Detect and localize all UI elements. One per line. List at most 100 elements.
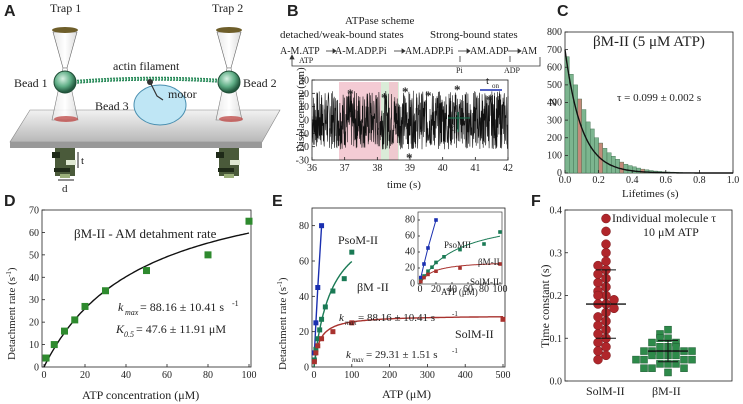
x-tick-label: 0.4 [626,175,639,186]
c-histogram [564,56,692,174]
f-data-point [648,364,656,372]
x-tick-label: 20 [80,370,90,381]
x-tick-label: 80 [479,284,489,295]
bead1-shadow [54,116,78,122]
d-fit-curve [43,232,250,368]
histogram-bar [585,121,591,174]
d-kmax-sub: max [125,308,139,317]
y-tick-label: 30 [299,76,309,87]
star-4: * [425,88,432,103]
star-2: * [381,90,388,105]
e-kbeta-val: = 88.16 ± 10.41 s [358,312,435,324]
d-data-point [143,267,150,275]
panel-b-label: B [287,3,299,20]
f-data-point [601,226,611,237]
d-data-point [50,341,58,349]
f-data-point [593,354,603,365]
trap1-label: Trap 1 [50,1,81,15]
x-tick-label: 400 [458,370,473,381]
f-points [593,213,696,377]
d-label: d [62,183,68,195]
b-xlabel: time (s) [387,179,421,191]
histogram-bar [573,84,578,174]
y-tick-label: -30 [296,156,309,167]
atp-label: ATP [299,56,314,65]
f-data-point [640,364,648,372]
bead1-label: Bead 1 [14,76,48,90]
f-data-point [664,325,672,334]
f-data-point [656,360,664,368]
f-data-point [680,364,688,372]
y-tick-label: 10 [299,102,309,113]
f-data-point [656,343,664,351]
y-tick-label: 30 [29,295,39,306]
strong-states-label: Strong-bound states [430,29,518,41]
f-data-point [680,355,688,364]
e-axes [311,207,506,368]
d-k05-sub: 0.5 [124,330,134,339]
c-tau: τ = 0.099 ± 0.002 s [617,92,701,104]
e-points [311,223,506,365]
x-tick-label: 0 [42,370,47,381]
f-data-point [601,248,611,258]
scheme-2: A-M.ADP.Pi [335,46,387,57]
y-tick-label: 20 [405,262,415,273]
x-tick-label: 20 [431,284,441,295]
f-data-point [672,351,680,360]
e-fit-sol [313,316,503,368]
e-inset-point [426,246,430,250]
adp-label: ADP [504,66,521,75]
e-data-point [500,316,506,322]
bead3-label: Bead 3 [95,99,129,113]
histogram-bar [623,163,629,174]
y-tick-label: 0 [557,168,562,179]
c-ylabel: N [549,97,557,109]
d-points [42,217,253,362]
e-ylabel-main: Detachment rate (s [277,287,289,370]
e-inset-point [498,230,502,234]
f-ylabel: Time constant (s) [538,264,552,348]
x-tick-label: 0.2 [592,175,605,186]
bead3 [133,84,187,126]
d-data-point [81,302,89,310]
x-tick-label: 38 [372,163,382,174]
y-tick-label: 0 [304,363,309,374]
f-data-point [656,334,664,342]
ton-sub: on [492,82,500,90]
panel-a: A [4,1,281,195]
f-data-point [688,347,696,355]
e-ksol-sub: max [352,356,365,364]
b-stars: * * * * * * * [347,82,493,165]
e-inset-point [498,262,502,266]
x-tick-label: 300 [420,370,435,381]
trace-left [52,148,76,178]
histogram-bar [577,98,582,174]
f-data-point [632,355,640,364]
f-mean-sd [586,269,688,363]
e-inset-point [458,247,462,252]
f-data-point [640,347,648,355]
y-tick-label: 0 [34,363,39,374]
d-data-point [204,251,212,259]
f-data-point [593,312,603,322]
histogram-bar [627,165,633,174]
motor-head [147,79,153,85]
f-data-point [593,329,603,339]
e-kbeta-unit: -1 [452,310,458,318]
c-xlabel: Lifetimes (s) [622,188,679,200]
f-subtitle: 10 μM ATP [643,225,699,239]
panel-a-label: A [4,3,16,20]
d-data-point [71,316,79,324]
e-inset-point [434,260,438,265]
e-data-point [315,336,321,342]
e-data-point [330,288,336,294]
x-tick-label: 39 [405,163,415,174]
e-inset-point [434,269,438,273]
f-data-point [601,350,611,361]
pi-label: Pi [456,66,463,75]
star-7: * [406,150,413,165]
bead2-label: Bead 2 [243,76,277,90]
x-tick-label: 100 [242,370,257,381]
d-ylabel-group: Detachment rate (s-1) [5,267,18,360]
